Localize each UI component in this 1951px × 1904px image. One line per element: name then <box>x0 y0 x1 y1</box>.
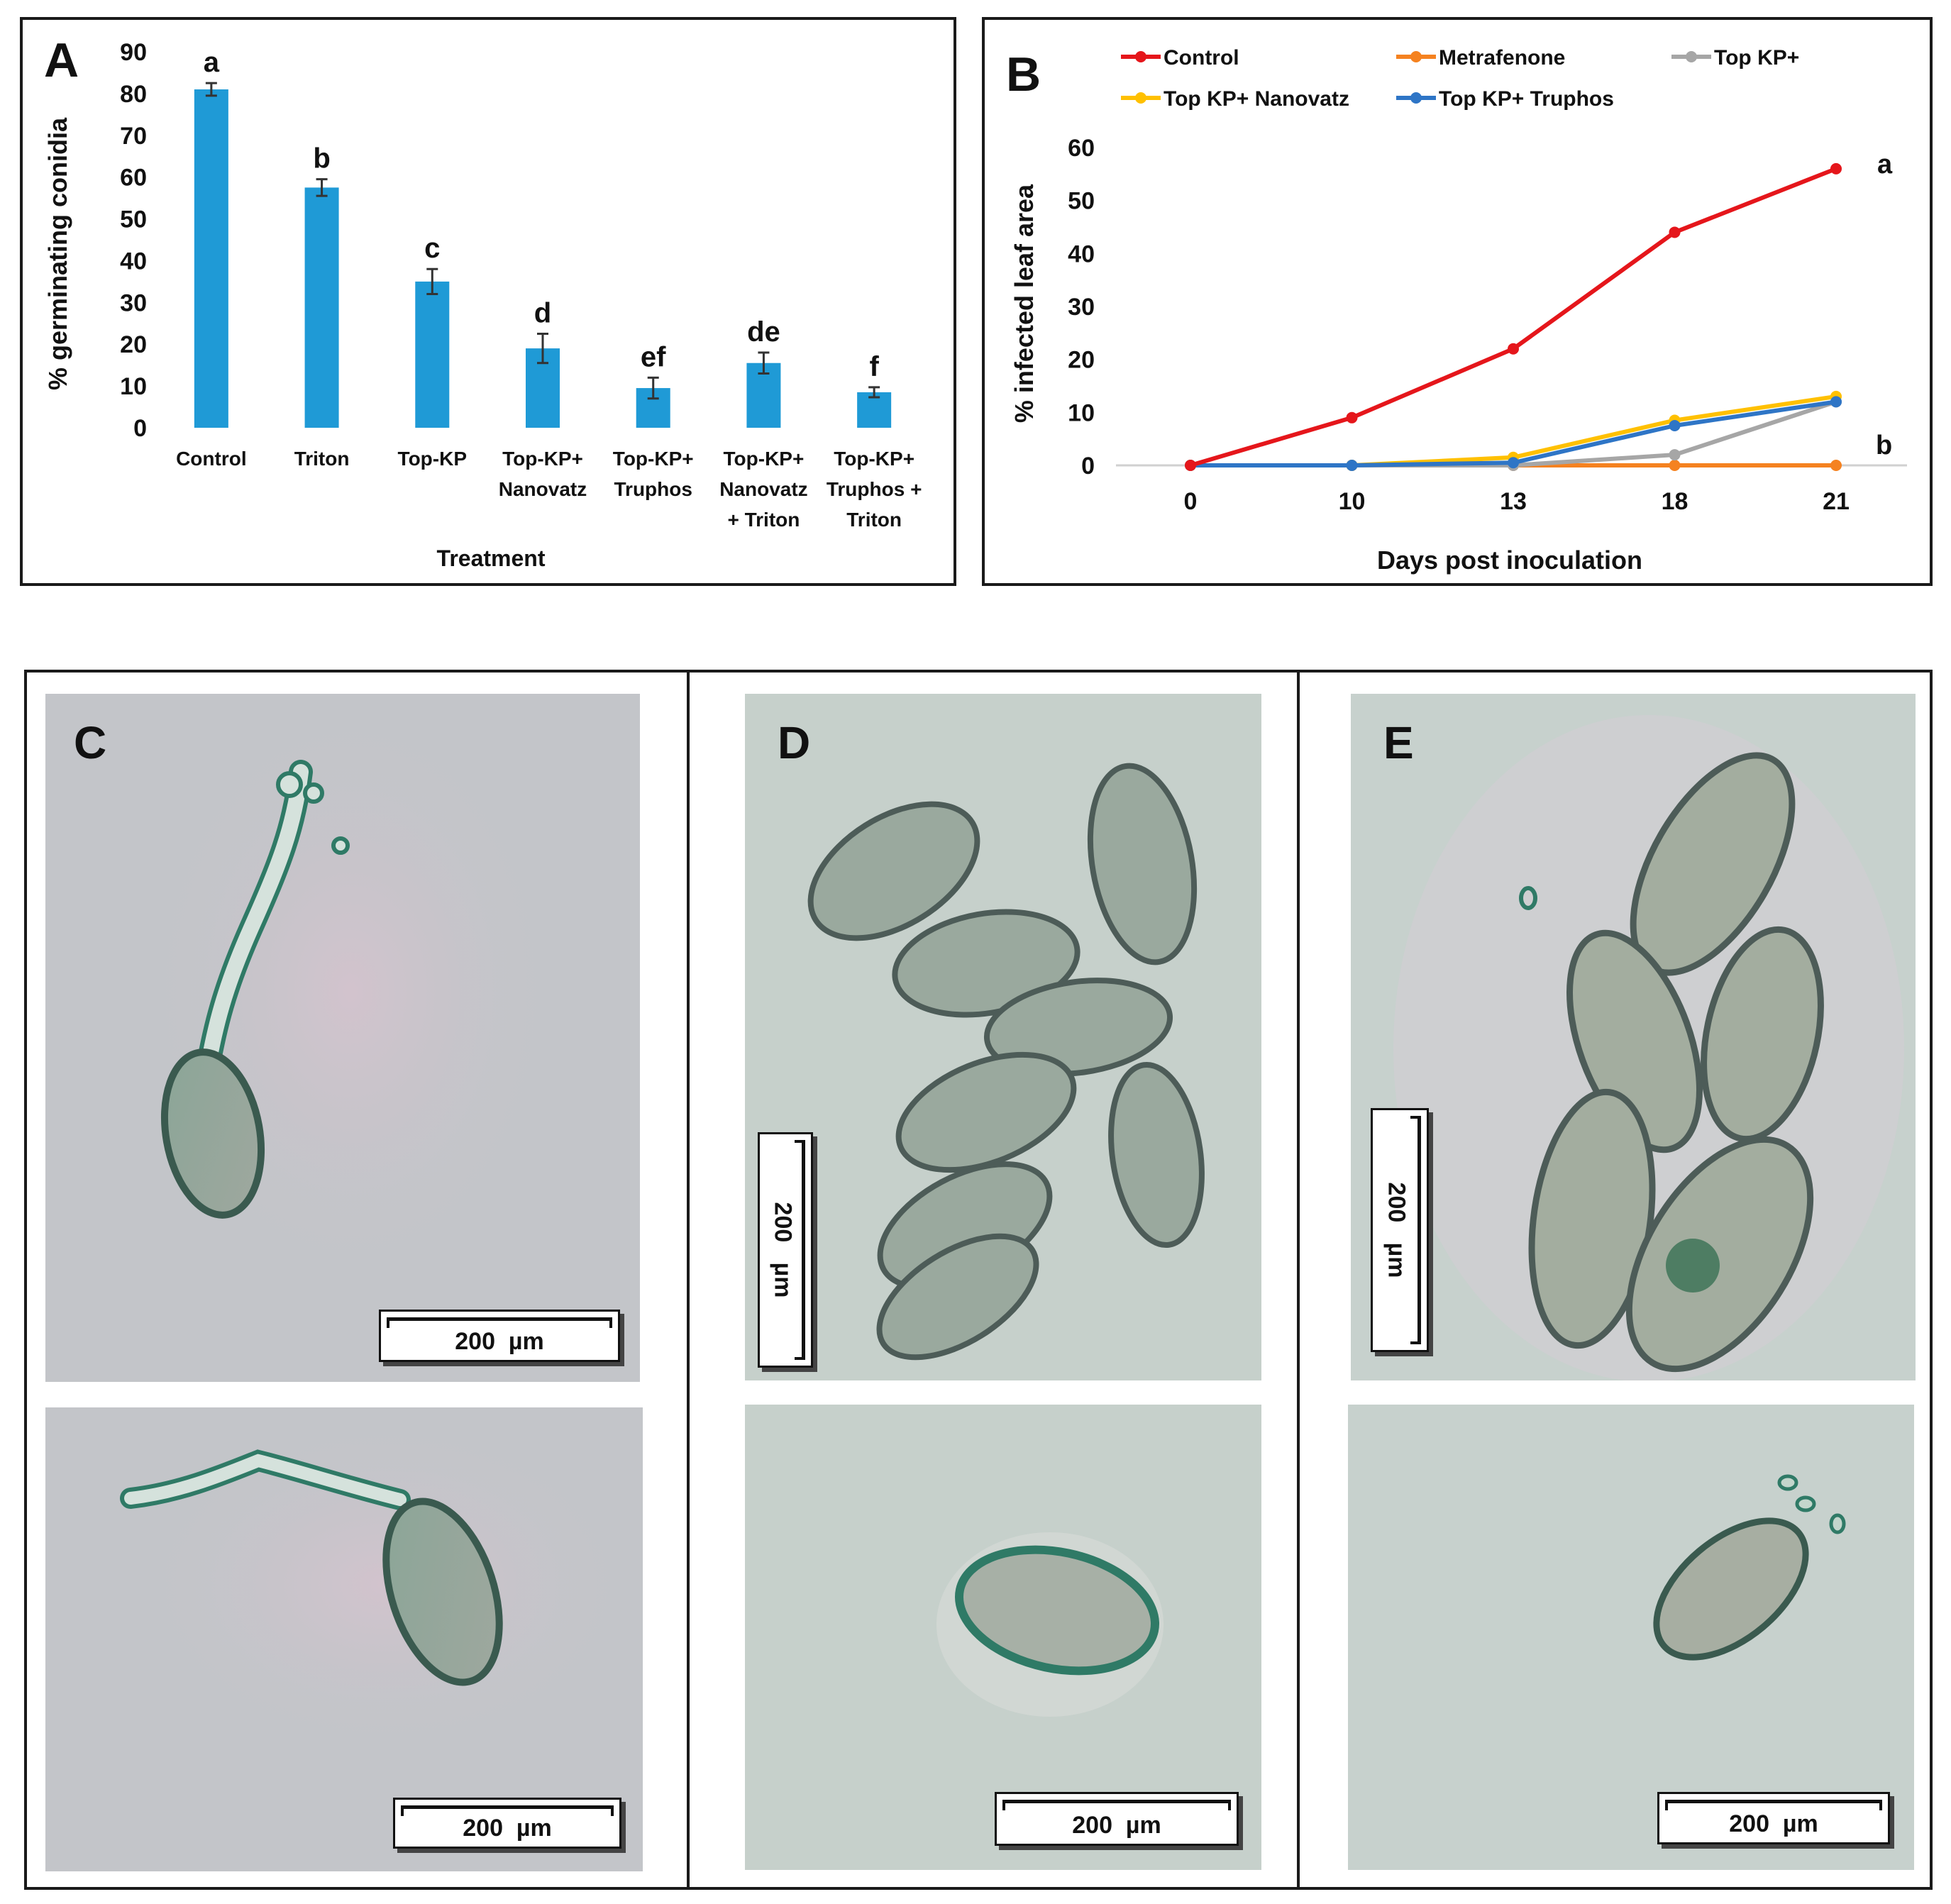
data-point <box>1346 411 1358 424</box>
x-tick-label: 10 <box>1339 488 1366 515</box>
panel-label-b: B <box>1006 48 1041 101</box>
x-tick-label: Truphos <box>614 478 692 500</box>
y-tick-label: 10 <box>120 373 147 400</box>
micrograph-e-bottom: 200 µm <box>1348 1405 1914 1870</box>
legend-marker <box>1686 51 1697 62</box>
data-point <box>1185 460 1196 471</box>
line-chart-infection: B Control Metrafenone Top KP+ Top KP+ Nanov… <box>1006 46 1907 575</box>
significance-letter: a <box>1877 150 1893 179</box>
x-axis-title: Days post inoculation <box>1377 546 1642 575</box>
micrograph-d-top: 200 µm <box>745 694 1261 1380</box>
y-tick-label: 30 <box>120 289 147 316</box>
legend-label: Top KP+ <box>1714 46 1799 70</box>
micrograph-panel: 200 µm C 200 µm <box>24 670 1933 1890</box>
micrograph-c-bottom: 200 µm <box>45 1407 643 1871</box>
legend-marker <box>1410 51 1422 62</box>
data-point <box>1830 396 1842 408</box>
scale-bar-d-top: 200 µm <box>758 1132 813 1368</box>
panel-b: B Control Metrafenone Top KP+ Top KP+ Nanov… <box>982 17 1933 586</box>
data-point <box>1830 460 1842 471</box>
legend-marker <box>1410 92 1422 104</box>
significance-letter: ef <box>641 341 666 372</box>
data-point <box>1669 460 1681 471</box>
y-tick-label: 60 <box>1068 135 1095 162</box>
significance-letter: f <box>869 351 879 382</box>
x-axis-title: Treatment <box>437 546 546 571</box>
data-point <box>1669 226 1681 238</box>
x-tick-label: Triton <box>846 509 902 531</box>
x-tick-label: Top-KP+ <box>724 448 805 470</box>
y-tick-label: 20 <box>120 331 147 358</box>
data-point <box>1346 460 1358 471</box>
scale-bar-c-top: 200 µm <box>379 1310 620 1362</box>
significance-letter: b <box>1876 431 1892 460</box>
legend-label: Control <box>1164 46 1239 70</box>
y-tick-label: 30 <box>1068 294 1095 321</box>
y-tick-label: 60 <box>120 165 147 192</box>
y-axis-title: % germinating conidia <box>43 117 72 390</box>
bar <box>304 187 339 428</box>
panel-label-c: C <box>74 717 107 768</box>
x-tick-label: 21 <box>1823 488 1850 515</box>
legend-label: Metrafenone <box>1439 46 1565 70</box>
x-tick-label: Nanovatz <box>719 478 807 500</box>
data-point <box>1508 343 1519 355</box>
significance-letter: b <box>313 143 330 175</box>
x-tick-label: Top-KP <box>398 448 467 470</box>
divider-de <box>1297 673 1300 1887</box>
x-tick-label: + Triton <box>727 509 800 531</box>
x-tick-label: Control <box>176 448 247 470</box>
y-tick-label: 50 <box>120 206 147 233</box>
significance-letter: de <box>747 316 780 348</box>
scale-bar-e-top: 200 µm <box>1371 1108 1429 1352</box>
legend-label: Top KP+ Truphos <box>1439 87 1614 111</box>
data-point <box>1830 162 1842 175</box>
data-point <box>1669 449 1681 461</box>
y-tick-label: 90 <box>120 39 147 66</box>
micrograph-d-bottom: 200 µm <box>745 1405 1261 1870</box>
legend-marker <box>1135 51 1146 62</box>
significance-letter: a <box>204 47 220 78</box>
x-tick-label: Top-KP+ <box>834 448 914 470</box>
y-axis-title: % infected leaf area <box>1010 184 1039 423</box>
scale-bar-e-bottom: 200 µm <box>1657 1792 1890 1844</box>
panel-a: A 0 10 20 30 40 50 60 70 80 90 a b c d ef de f Control T… <box>20 17 956 586</box>
legend-marker <box>1135 92 1146 104</box>
data-point <box>1508 457 1519 469</box>
bar <box>415 281 450 428</box>
legend-label: Top KP+ Nanovatz <box>1164 87 1349 111</box>
x-tick-label: Truphos + <box>827 478 922 500</box>
significance-letter: c <box>424 233 440 264</box>
conidium <box>160 1048 265 1219</box>
panel-label-a: A <box>44 33 79 87</box>
y-tick-label: 20 <box>1068 347 1095 374</box>
y-tick-label: 10 <box>1068 399 1095 426</box>
y-tick-label: 80 <box>120 81 147 108</box>
x-tick-label: 0 <box>1184 488 1198 515</box>
significance-letter: d <box>534 298 551 329</box>
x-tick-label: Nanovatz <box>499 478 587 500</box>
series-line <box>1190 167 1837 467</box>
y-tick-label: 50 <box>1068 188 1095 215</box>
y-tick-label: 0 <box>133 415 147 442</box>
y-tick-label: 40 <box>1068 240 1095 267</box>
x-tick-label: Top-KP+ <box>613 448 694 470</box>
data-point <box>1669 420 1681 431</box>
y-tick-label: 70 <box>120 123 147 150</box>
x-tick-label: Top-KP+ <box>502 448 583 470</box>
y-tick-label: 40 <box>120 248 147 275</box>
x-tick-label: Triton <box>294 448 350 470</box>
y-tick-label: 0 <box>1081 453 1095 480</box>
panel-label-d: D <box>778 717 811 768</box>
scale-bar-d-bottom: 200 µm <box>995 1792 1239 1846</box>
micrograph-c-top: 200 µm <box>45 694 640 1382</box>
panel-label-e: E <box>1383 717 1414 768</box>
x-tick-label: 18 <box>1662 488 1689 515</box>
divider-cd <box>687 673 690 1887</box>
x-tick-label: 13 <box>1500 488 1527 515</box>
bar <box>194 89 228 428</box>
micrograph-e-top: 200 µm <box>1351 694 1916 1380</box>
scale-bar-c-bottom: 200 µm <box>393 1798 621 1849</box>
